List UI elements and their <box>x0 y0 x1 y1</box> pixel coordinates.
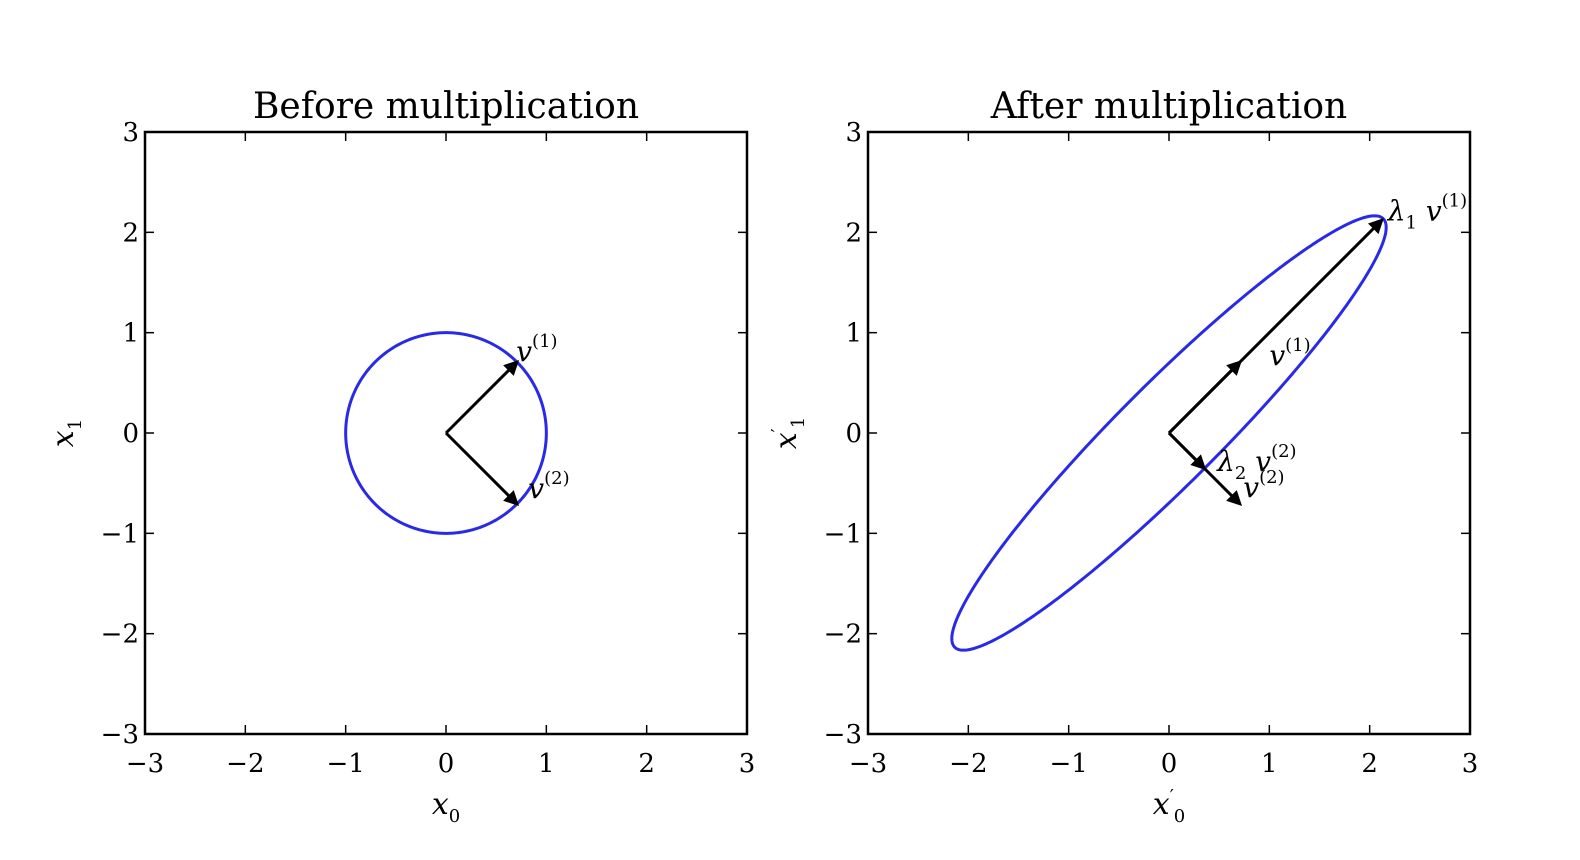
x-tick-label: −3 <box>849 749 887 779</box>
y-tick-label: 3 <box>845 118 862 148</box>
vector-annotation: v(2) <box>528 468 569 505</box>
panel-after: −3 −2 −1 0 1 2 3 −3 −2 −1 0 1 2 3 After multiplication… <box>768 86 1478 827</box>
x-axis-label-subscript: 0 <box>449 806 460 827</box>
x-tick-label: 1 <box>1261 749 1278 779</box>
vector-annotation: λ2 v(2) <box>1216 441 1296 484</box>
y-axis-label-subscript: 1 <box>788 417 809 428</box>
transformed-curve <box>950 214 1388 652</box>
y-tick-label: −2 <box>824 620 862 650</box>
y-axis-label-prime: ′ <box>768 428 789 432</box>
y-tick-label: 3 <box>122 118 139 148</box>
y-tick-label: 0 <box>122 419 139 449</box>
vector-arrow <box>444 431 520 507</box>
x-axis-label-prime: ′ <box>1170 786 1174 807</box>
y-tick-label: 2 <box>122 218 139 248</box>
x-tick-label: 0 <box>438 749 455 779</box>
y-axis-label-base: x <box>769 432 804 449</box>
x-tick-label: 1 <box>538 749 555 779</box>
vector-arrow <box>1167 431 1207 471</box>
annotation-vector-symbol: v <box>1417 194 1442 227</box>
panel-before: −3 −2 −1 0 1 2 3 −3 −2 −1 0 1 2 3 Before multiplicatio… <box>46 86 755 827</box>
vector-arrow <box>1167 359 1243 435</box>
y-axis-label: x1 <box>46 419 86 447</box>
x-tick-label: −2 <box>949 749 987 779</box>
x-axis-label: x′0 <box>1153 786 1185 827</box>
y-tick-label: 0 <box>845 419 862 449</box>
y-tick-label: 1 <box>122 319 139 349</box>
annotation-superscript: (1) <box>1442 190 1468 211</box>
annotation-base: λ <box>1216 445 1235 478</box>
annotation-base: v <box>1269 339 1285 372</box>
vector-annotation: v(1) <box>516 331 557 368</box>
x-tick-label: 3 <box>739 749 756 779</box>
y-tick-label: 2 <box>845 218 862 248</box>
x-axis-label-base: x <box>1153 787 1170 822</box>
y-tick-label: −1 <box>824 519 862 549</box>
y-tick-label: −3 <box>101 720 139 750</box>
y-axis-label: x′1 <box>768 417 809 449</box>
x-tick-label: 2 <box>1361 749 1378 779</box>
x-tick-label: 2 <box>638 749 655 779</box>
x-tick-label: −3 <box>126 749 164 779</box>
x-tick-label: 3 <box>1462 749 1479 779</box>
x-tick-label: −1 <box>327 749 365 779</box>
annotation-base: v <box>1243 471 1259 504</box>
x-tick-label: −2 <box>226 749 264 779</box>
annotation-superscript: (1) <box>532 331 558 352</box>
x-axis-label: x0 <box>432 787 460 827</box>
y-tick-label: −2 <box>101 620 139 650</box>
annotation-superscript: (1) <box>1285 335 1311 356</box>
vector-arrow <box>444 359 520 435</box>
annotation-subscript: 1 <box>1405 212 1416 233</box>
vector-annotation: v(2) <box>1243 467 1284 504</box>
annotation-superscript: (2) <box>544 468 570 489</box>
annotation-superscript: (2) <box>1259 467 1285 488</box>
annotation-base: v <box>516 335 532 368</box>
vector-annotation: λ1 v(1) <box>1387 190 1467 233</box>
annotation-vector-symbol: v <box>1246 445 1271 478</box>
chart-title: After multiplication <box>990 86 1347 127</box>
vector-annotation: v(1) <box>1269 335 1310 372</box>
x-axis-label-subscript: 0 <box>1174 806 1185 827</box>
x-axis-label-base: x <box>432 787 449 822</box>
chart-title: Before multiplication <box>253 86 639 127</box>
annotation-base: v <box>528 472 544 505</box>
y-axis-label-base: x <box>46 430 81 447</box>
annotation-superscript: (2) <box>1271 441 1297 462</box>
y-tick-label: −1 <box>101 519 139 549</box>
x-tick-label: −1 <box>1050 749 1088 779</box>
transformed-curve <box>344 331 548 535</box>
y-tick-label: −3 <box>824 720 862 750</box>
y-tick-label: 1 <box>845 319 862 349</box>
annotation-base: λ <box>1387 194 1406 227</box>
annotation-subscript: 2 <box>1235 463 1246 484</box>
x-tick-label: 0 <box>1161 749 1178 779</box>
y-axis-label-subscript: 1 <box>65 419 86 430</box>
